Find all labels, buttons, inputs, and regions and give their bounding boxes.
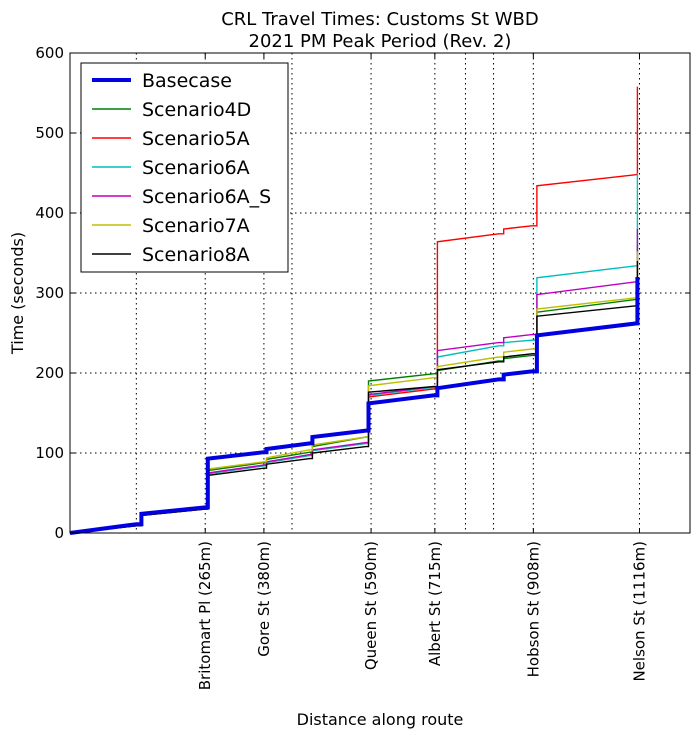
chart-title-line-2: 2021 PM Peak Period (Rev. 2): [249, 31, 512, 52]
legend-label-scenario6a-s: Scenario6A_S: [142, 186, 271, 208]
legend-label-scenario5a: Scenario5A: [142, 128, 250, 150]
x-tick-label-1: Gore St (380m): [255, 541, 273, 657]
legend-label-scenario7a: Scenario7A: [142, 215, 250, 237]
legend-label-scenario4d: Scenario4D: [142, 99, 251, 121]
series-layer: [69, 86, 640, 535]
series-line-scenario7a: [69, 251, 639, 534]
x-tick-label-2: Queen St (590m): [362, 541, 380, 670]
y-tick-label-2: 200: [35, 364, 64, 382]
y-tick-label-5: 500: [35, 124, 64, 142]
series-line-scenario6a-s: [69, 229, 639, 534]
x-axis-title: Distance along route: [297, 710, 464, 729]
legend-label-scenario6a: Scenario6A: [142, 157, 250, 179]
legend-label-basecase: Basecase: [142, 70, 232, 92]
legend-label-scenario8a: Scenario8A: [142, 244, 250, 266]
y-tick-label-6: 600: [35, 44, 64, 62]
y-tick-label-4: 400: [35, 204, 64, 222]
ticks-layer: 0 100 200 300 400 500 600 Britomart Pl (265m) Go…: [35, 44, 690, 690]
y-tick-label-3: 300: [35, 284, 64, 302]
chart-title-line-1: CRL Travel Times: Customs St WBD: [221, 9, 539, 30]
y-tick-label-0: 0: [54, 524, 64, 542]
x-tick-label-0: Britomart Pl (265m): [196, 541, 214, 690]
x-tick-label-5: Nelson St (1116m): [630, 541, 648, 682]
x-tick-label-3: Albert St (715m): [426, 541, 444, 666]
series-line-scenario8a: [69, 261, 639, 534]
series-line-scenario4d: [69, 245, 639, 534]
y-axis-title: Time (seconds): [8, 232, 27, 355]
legend: Basecase Scenario4D Scenario5A Scenario6A Sc…: [80, 62, 289, 273]
series-line-basecase: [69, 277, 640, 535]
x-tick-label-4: Hobson St (908m): [524, 541, 542, 677]
y-tick-label-1: 100: [35, 444, 64, 462]
